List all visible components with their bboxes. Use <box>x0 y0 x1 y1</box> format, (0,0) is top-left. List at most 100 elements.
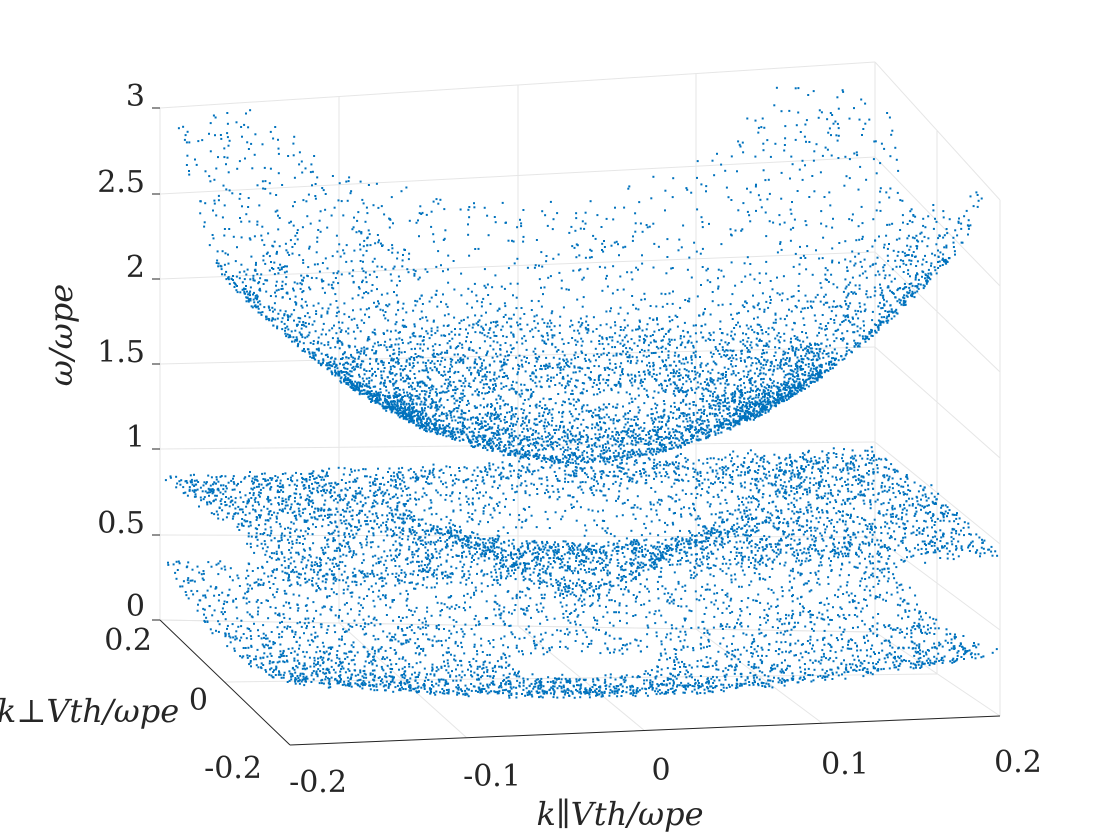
data-point <box>319 210 322 213</box>
data-point <box>943 260 946 263</box>
data-point <box>407 271 410 274</box>
data-point <box>809 300 812 303</box>
data-point <box>807 372 810 375</box>
data-point <box>700 284 702 286</box>
data-point <box>396 399 399 402</box>
data-point <box>724 382 727 385</box>
data-point <box>493 334 496 337</box>
data-point <box>842 290 845 293</box>
data-point <box>731 414 734 417</box>
data-point <box>485 354 488 357</box>
data-point <box>712 353 715 355</box>
data-point <box>367 337 369 340</box>
data-point <box>305 325 308 328</box>
data-point <box>297 342 300 345</box>
data-point <box>631 295 634 297</box>
data-point <box>581 367 584 370</box>
data-point <box>685 187 688 190</box>
data-point <box>848 349 851 352</box>
data-point <box>656 404 659 407</box>
data-point <box>438 419 441 421</box>
data-point <box>429 403 432 406</box>
data-point <box>276 325 279 328</box>
data-point <box>784 374 787 377</box>
data-point <box>268 269 271 272</box>
data-point <box>694 354 697 357</box>
data-point <box>663 379 666 382</box>
data-point <box>261 180 264 183</box>
data-point <box>960 227 963 230</box>
data-point <box>879 287 882 289</box>
data-point <box>296 229 299 232</box>
data-point <box>597 428 600 431</box>
data-point <box>578 455 581 458</box>
data-point <box>683 426 686 429</box>
data-point <box>580 337 583 340</box>
data-point <box>746 409 749 412</box>
data-point <box>322 280 325 283</box>
data-point <box>425 213 428 216</box>
data-point <box>594 441 597 444</box>
data-point <box>647 349 650 352</box>
data-point <box>551 310 554 313</box>
data-point <box>871 245 874 248</box>
data-point <box>486 449 489 452</box>
data-point <box>510 317 513 320</box>
data-point <box>688 297 691 300</box>
data-point <box>416 343 419 346</box>
data-point <box>429 418 432 421</box>
data-point <box>769 295 771 298</box>
data-point <box>677 389 680 392</box>
data-point <box>597 455 600 458</box>
data-point <box>512 445 515 448</box>
data-point <box>275 252 278 255</box>
data-point <box>793 218 796 221</box>
data-point <box>768 386 770 389</box>
data-point <box>676 346 678 349</box>
data-point <box>466 366 469 369</box>
data-point <box>390 196 393 199</box>
data-point <box>240 263 243 266</box>
data-point <box>458 333 461 336</box>
data-point <box>440 413 443 416</box>
data-point <box>479 423 482 425</box>
data-point <box>922 224 925 227</box>
data-point <box>451 337 454 340</box>
data-point <box>487 386 490 389</box>
data-point <box>395 404 398 407</box>
data-point <box>439 352 442 355</box>
data-point <box>926 276 929 279</box>
data-point <box>480 420 483 423</box>
data-point <box>416 300 419 303</box>
data-point <box>203 221 206 224</box>
data-point <box>468 382 471 385</box>
data-point <box>666 384 669 387</box>
data-point <box>804 257 807 259</box>
data-point <box>643 427 646 430</box>
data-point <box>543 421 546 424</box>
data-point <box>325 364 328 367</box>
data-point <box>893 277 896 280</box>
data-point <box>411 388 414 391</box>
data-point <box>640 384 643 387</box>
data-point <box>881 289 884 292</box>
data-point <box>732 418 735 421</box>
data-point <box>809 305 812 308</box>
data-point <box>602 444 604 447</box>
data-point <box>831 226 834 229</box>
data-point <box>429 420 432 423</box>
data-point <box>688 407 691 410</box>
data-point <box>385 389 388 392</box>
data-point <box>623 343 626 346</box>
data-point <box>634 374 636 377</box>
data-point <box>765 235 768 238</box>
data-point <box>331 286 334 289</box>
data-point <box>799 385 802 388</box>
data-point <box>535 446 537 449</box>
data-point <box>718 411 721 414</box>
data-point <box>818 350 821 353</box>
data-point <box>278 268 281 271</box>
data-point <box>926 275 929 277</box>
data-point <box>459 208 462 211</box>
data-point <box>910 282 913 285</box>
